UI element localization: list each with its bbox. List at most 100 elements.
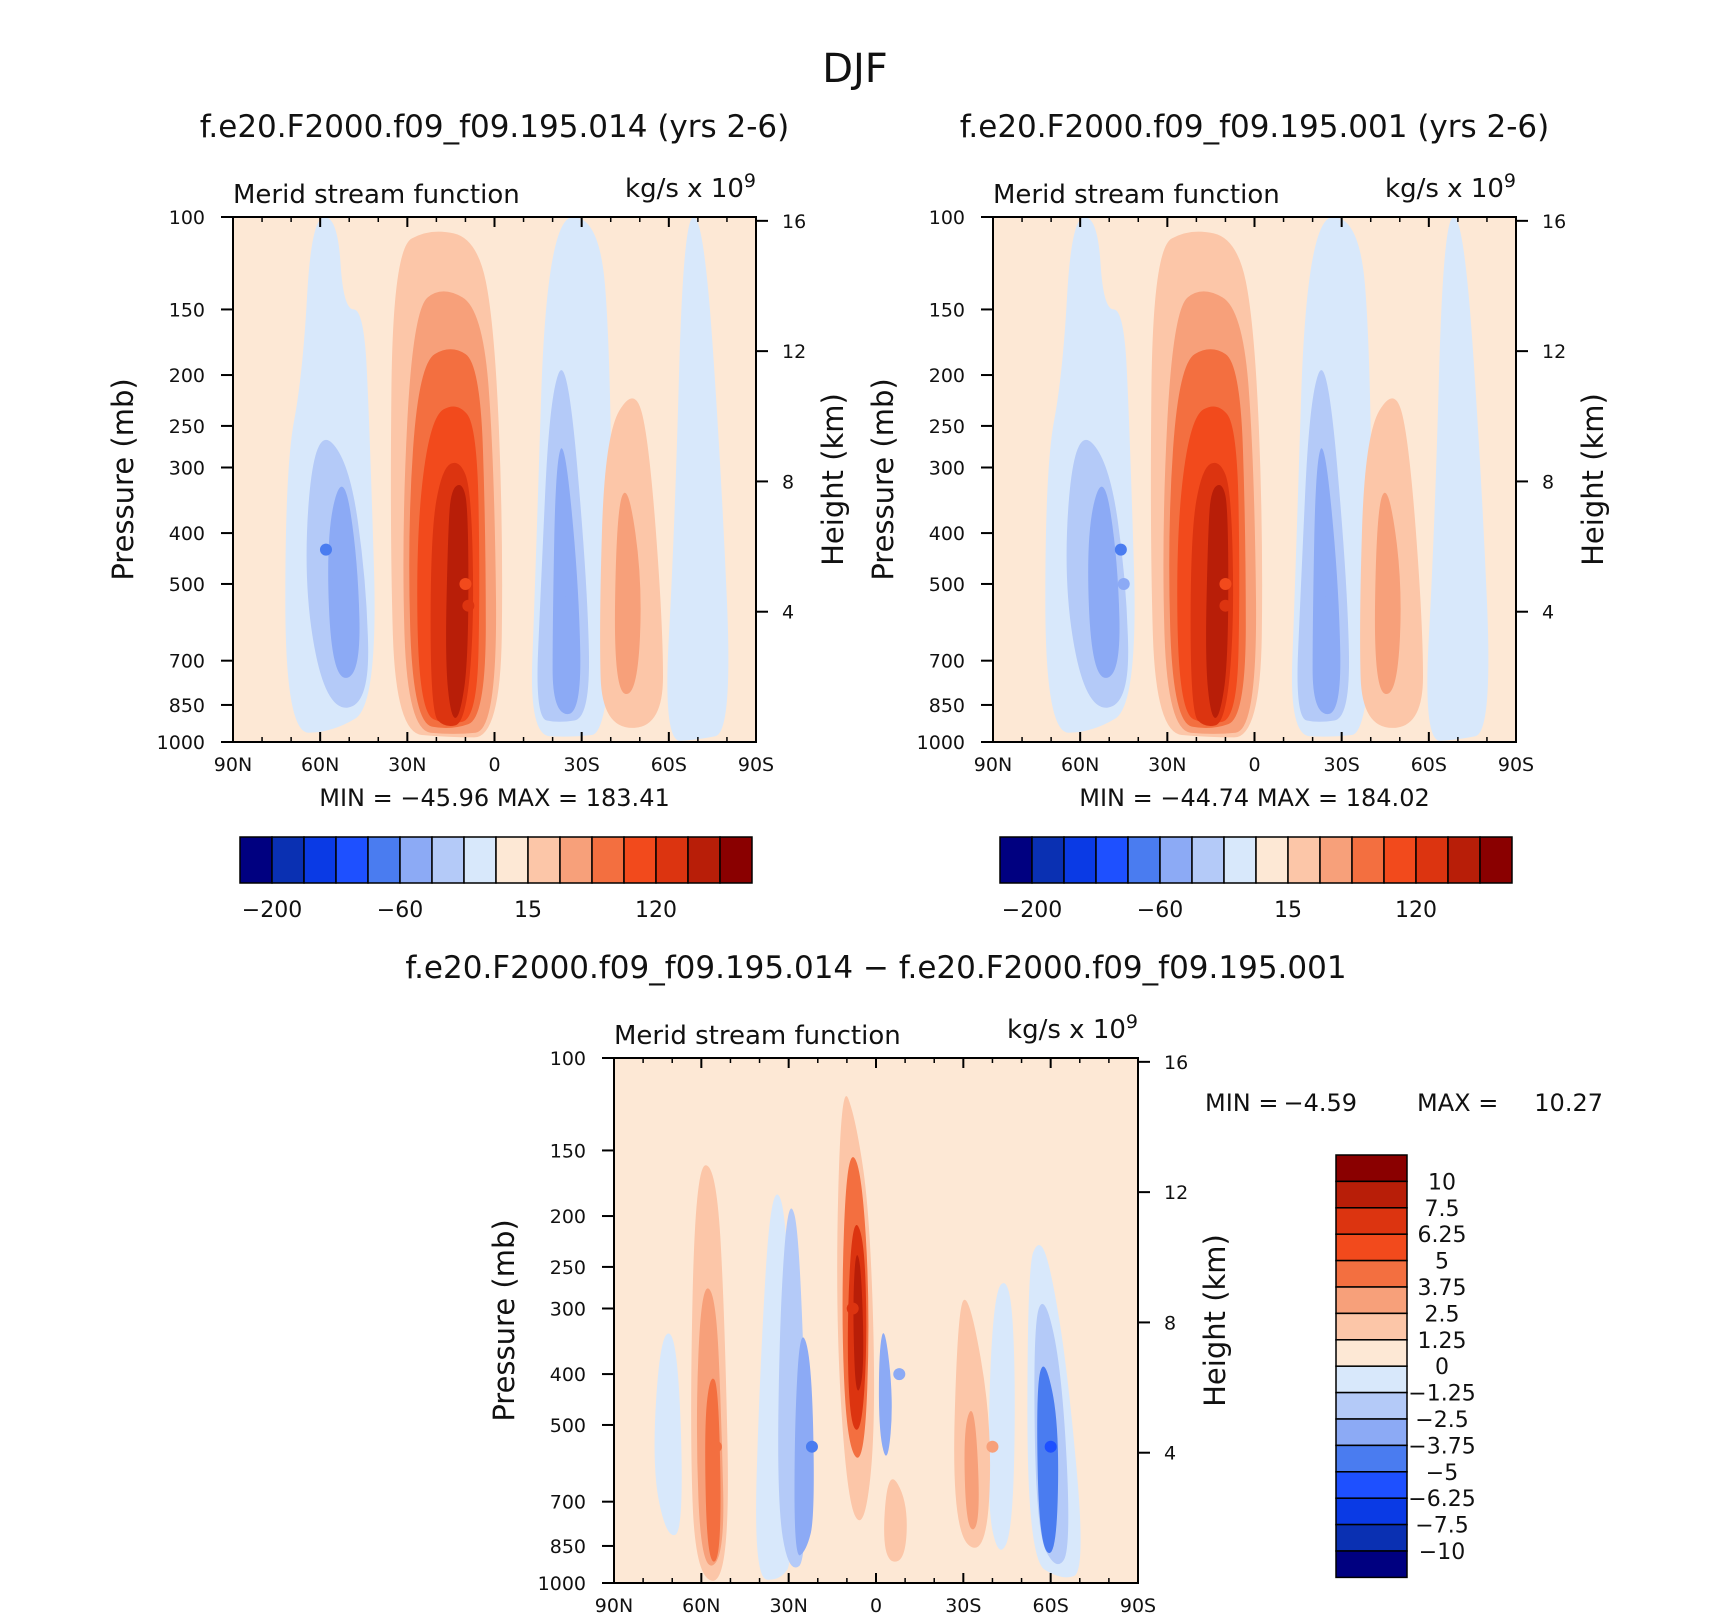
colorbar-swatch bbox=[1127, 836, 1161, 884]
colorbar-swatch bbox=[1159, 836, 1193, 884]
y-tick-label: 300 bbox=[169, 457, 205, 479]
colorbar-label: 3.75 bbox=[1418, 1276, 1467, 1301]
y-tick-label: 500 bbox=[550, 1415, 586, 1437]
colorbar-swatch bbox=[1335, 1259, 1408, 1288]
colorbar-label: 10 bbox=[1428, 1170, 1456, 1195]
x-tick-label: 60S bbox=[1411, 754, 1447, 776]
units-label: kg/s x 109 bbox=[1385, 170, 1516, 204]
y-tick-label: 1000 bbox=[538, 1573, 586, 1595]
max-value: 10.27 bbox=[1534, 1089, 1603, 1117]
colorbar-swatch bbox=[1415, 836, 1449, 884]
min-max-label: MIN = −44.74 MAX = 184.02 bbox=[1079, 784, 1429, 812]
plot-subtitle: Merid stream function bbox=[233, 180, 520, 210]
colorbar-swatch bbox=[1319, 836, 1353, 884]
colorbar-label: 2.5 bbox=[1425, 1302, 1460, 1327]
y2-axis-title: Height (km) bbox=[1198, 1234, 1232, 1407]
panel-top-left: f.e20.F2000.f09_f09.195.014 (yrs 2-6) Mer… bbox=[106, 109, 850, 923]
y-tick-label: 850 bbox=[929, 695, 965, 717]
colorbar-label: −3.75 bbox=[1408, 1434, 1475, 1459]
colorbar-swatch bbox=[1223, 836, 1257, 884]
y-axis-title: Pressure (mb) bbox=[487, 1219, 521, 1421]
min-max-label: MIN = −45.96 MAX = 183.41 bbox=[319, 784, 669, 812]
y-tick-label: 400 bbox=[550, 1364, 586, 1386]
colorbar-swatch bbox=[367, 836, 401, 884]
colorbar-swatch bbox=[687, 836, 721, 884]
y-tick-label: 150 bbox=[929, 299, 965, 321]
x-tick-label: 0 bbox=[488, 754, 500, 776]
units-label: kg/s x 109 bbox=[625, 170, 756, 204]
y-tick-label: 200 bbox=[550, 1206, 586, 1228]
x-tick-label: 90S bbox=[1498, 754, 1534, 776]
colorbar-swatch bbox=[1335, 1339, 1408, 1367]
colorbar-label: −1.25 bbox=[1408, 1382, 1475, 1407]
colorbar-label: 120 bbox=[635, 898, 677, 923]
colorbar-swatch bbox=[1335, 1418, 1408, 1447]
y-tick-label: 250 bbox=[550, 1257, 586, 1279]
plot-subtitle: Merid stream function bbox=[993, 180, 1280, 210]
colorbar-swatch bbox=[1335, 1180, 1408, 1209]
y-tick-label: 100 bbox=[550, 1048, 586, 1070]
colorbar-swatch bbox=[303, 836, 337, 884]
x-tick-label: 30N bbox=[769, 1595, 807, 1617]
contour-cell bbox=[459, 577, 472, 590]
colorbar-label: 15 bbox=[1274, 898, 1302, 923]
contour-cell bbox=[462, 599, 475, 612]
contour-field bbox=[993, 217, 1516, 742]
colorbar-swatch bbox=[655, 836, 689, 884]
x-tick-label: 0 bbox=[870, 1595, 882, 1617]
colorbar-label: −5 bbox=[1426, 1461, 1458, 1486]
colorbar bbox=[239, 836, 753, 884]
contour-region bbox=[1374, 492, 1401, 695]
y-tick-label: 250 bbox=[929, 416, 965, 438]
y-tick-label: 700 bbox=[929, 651, 965, 673]
colorbar-label: −200 bbox=[1002, 898, 1062, 923]
y-tick-label: 500 bbox=[169, 574, 205, 596]
y2-tick-label: 4 bbox=[1164, 1443, 1176, 1465]
contour-region bbox=[853, 1255, 864, 1391]
colorbar bbox=[999, 836, 1513, 884]
y2-tick-label: 8 bbox=[782, 471, 794, 493]
colorbar-swatch bbox=[1335, 1497, 1408, 1526]
contour-region bbox=[1312, 448, 1341, 715]
y-tick-label: 850 bbox=[169, 695, 205, 717]
x-tick-label: 0 bbox=[1248, 754, 1260, 776]
x-tick-label: 30S bbox=[945, 1595, 981, 1617]
contour-region bbox=[1427, 217, 1489, 741]
contour-region bbox=[654, 1333, 682, 1536]
colorbar-label: 120 bbox=[1395, 898, 1437, 923]
y-tick-label: 150 bbox=[550, 1140, 586, 1162]
y-axis-title: Pressure (mb) bbox=[106, 378, 140, 580]
x-tick-label: 30N bbox=[1148, 754, 1186, 776]
colorbar-label: −6.25 bbox=[1408, 1487, 1475, 1512]
y-tick-label: 400 bbox=[169, 523, 205, 545]
contour-region bbox=[1088, 486, 1120, 678]
y2-tick-label: 12 bbox=[1164, 1182, 1188, 1204]
y-tick-label: 1000 bbox=[157, 732, 205, 754]
colorbar-swatch bbox=[495, 836, 529, 884]
y-tick-label: 250 bbox=[169, 416, 205, 438]
colorbar-swatch bbox=[1191, 836, 1225, 884]
contour-cell bbox=[1117, 577, 1130, 590]
plot-subtitle: Merid stream function bbox=[614, 1021, 901, 1051]
colorbar-swatch bbox=[271, 836, 305, 884]
y2-tick-label: 8 bbox=[1164, 1312, 1176, 1334]
colorbar-swatch bbox=[719, 836, 753, 884]
contour-cell bbox=[709, 1440, 722, 1453]
colorbar-swatch bbox=[1479, 836, 1513, 884]
colorbar-swatch bbox=[1031, 836, 1065, 884]
colorbar-swatch bbox=[1335, 1154, 1408, 1183]
x-tick-label: 90S bbox=[738, 754, 774, 776]
contour-cell bbox=[1044, 1440, 1057, 1453]
contour-cell bbox=[805, 1440, 818, 1453]
colorbar-label: −60 bbox=[377, 898, 423, 923]
panel-top-right: f.e20.F2000.f09_f09.195.001 (yrs 2-6) Mer… bbox=[866, 109, 1610, 923]
colorbar-swatch bbox=[431, 836, 465, 884]
colorbar-swatch bbox=[1351, 836, 1385, 884]
y-tick-label: 100 bbox=[929, 207, 965, 229]
panel-title: f.e20.F2000.f09_f09.195.014 − f.e20.F200… bbox=[405, 950, 1346, 986]
contour-region bbox=[667, 217, 729, 741]
colorbar-label: 6.25 bbox=[1418, 1223, 1467, 1248]
colorbar-label: −7.5 bbox=[1415, 1514, 1468, 1539]
y2-axis-title: Height (km) bbox=[816, 393, 850, 566]
